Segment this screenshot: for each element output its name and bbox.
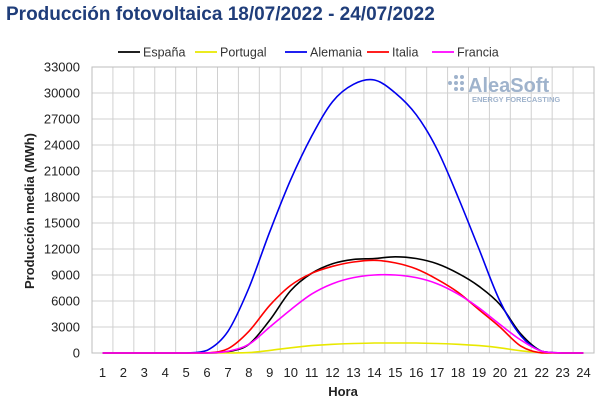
logo-name: AleaSoft <box>468 75 549 97</box>
legend-label-francia: Francia <box>457 46 499 60</box>
x-tick-label: 4 <box>162 365 169 380</box>
y-tick-label: 21000 <box>44 164 80 179</box>
y-tick-label: 33000 <box>44 60 80 75</box>
y-tick-label: 0 <box>73 346 80 361</box>
x-tick-label: 16 <box>409 365 423 380</box>
y-tick-label: 18000 <box>44 190 80 205</box>
plot-border <box>91 66 595 354</box>
x-tick-label: 15 <box>388 365 402 380</box>
x-tick-label: 17 <box>430 365 444 380</box>
x-tick-label: 1 <box>99 365 106 380</box>
y-tick-label: 6000 <box>51 294 80 309</box>
x-tick-label: 2 <box>120 365 127 380</box>
x-tick-label: 6 <box>203 365 210 380</box>
x-tick-label: 14 <box>367 365 381 380</box>
x-tick-label: 21 <box>514 365 528 380</box>
legend-label-alemania: Alemania <box>310 46 362 60</box>
x-tick-label: 20 <box>493 365 507 380</box>
legend-label-portugal: Portugal <box>220 46 267 60</box>
legend: España Portugal Alemania Italia Francia <box>118 46 499 60</box>
x-tick-label: 22 <box>534 365 548 380</box>
x-tick-label: 18 <box>451 365 465 380</box>
legend-label-italia: Italia <box>392 46 418 60</box>
series-lines <box>102 78 584 354</box>
plot-frame <box>91 66 595 354</box>
y-tick-label: 9000 <box>51 268 80 283</box>
aleasoft-logo: AleaSoft ENERGY FORECASTING <box>448 75 560 104</box>
x-tick-label: 8 <box>245 365 252 380</box>
x-tick-label: 19 <box>472 365 486 380</box>
y-tick-label: 3000 <box>51 320 80 335</box>
logo-tagline: ENERGY FORECASTING <box>472 95 560 104</box>
x-tick-label: 13 <box>346 365 360 380</box>
x-tick-label: 7 <box>224 365 231 380</box>
chart-title: Producción fotovoltaica 18/07/2022 - 24/… <box>6 4 435 25</box>
x-tick-label: 24 <box>576 365 590 380</box>
x-tick-label: 9 <box>266 365 273 380</box>
x-tick-label: 11 <box>305 365 319 380</box>
x-axis-title: Hora <box>328 384 358 399</box>
y-axis-title: Producción media (MWh) <box>22 133 37 289</box>
y-tick-label: 24000 <box>44 138 80 153</box>
x-tick-label: 3 <box>141 365 148 380</box>
x-tick-label: 23 <box>555 365 569 380</box>
y-tick-label: 27000 <box>44 112 80 127</box>
logo-dots-icon <box>448 75 464 91</box>
x-tick-label: 10 <box>283 365 297 380</box>
series-line-francia <box>102 273 584 354</box>
x-tick-label: 12 <box>325 365 339 380</box>
y-tick-label: 30000 <box>44 86 80 101</box>
grid <box>91 66 595 354</box>
y-tick-labels: 0 3000 6000 9000 12000 15000 18000 21000 24000 27… <box>44 60 80 361</box>
y-tick-label: 15000 <box>44 216 80 231</box>
y-tick-label: 12000 <box>44 242 80 257</box>
x-tick-labels: 1 2 3 4 5 6 7 8 9 10 11 12 13 14 15 16 17 18 19 20 21 22 23 24 <box>99 365 591 380</box>
x-tick-label: 5 <box>183 365 190 380</box>
legend-label-espana: España <box>143 46 185 60</box>
